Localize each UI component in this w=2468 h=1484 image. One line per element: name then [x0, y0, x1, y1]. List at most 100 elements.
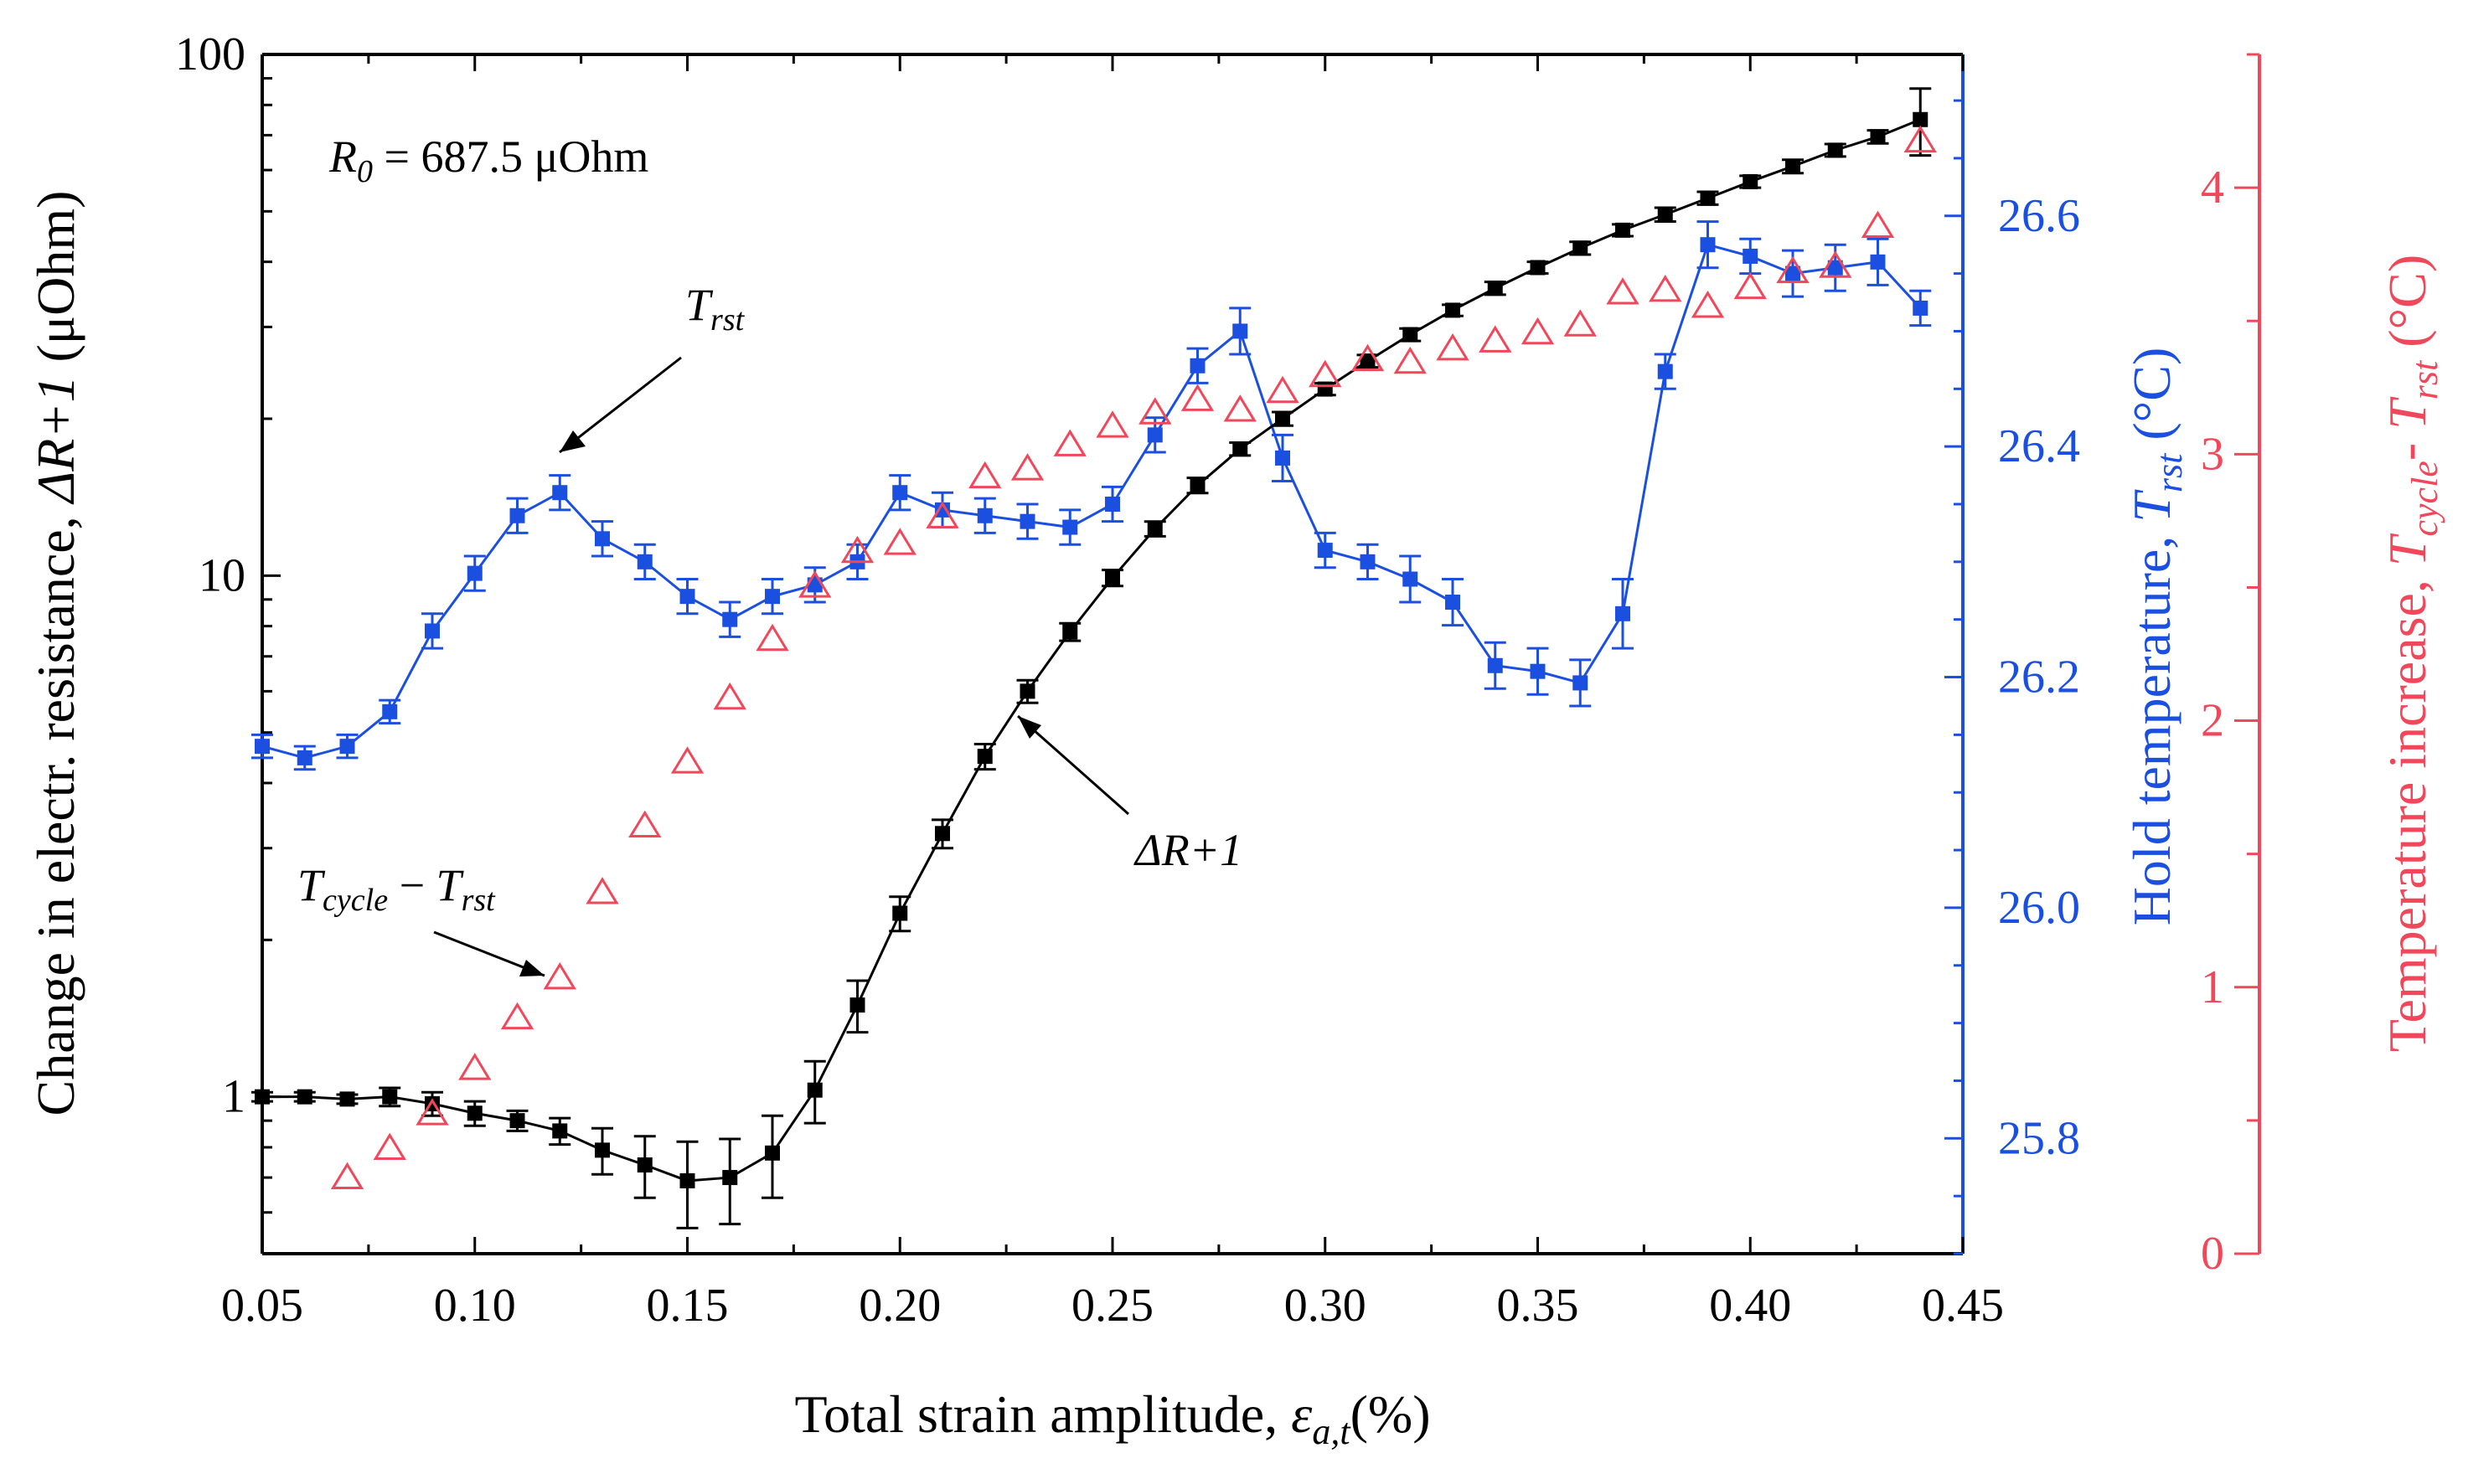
- trst-marker: [382, 703, 398, 719]
- dr-marker: [552, 1123, 568, 1139]
- ticks-layer: 0.05 0.10 0.15 0.20 0.25 0.30 0.35 0.40 0.451101…: [175, 28, 2259, 1332]
- trst-marker: [1190, 358, 1206, 374]
- trst-marker: [1275, 450, 1290, 466]
- dr-line: [262, 118, 1921, 1183]
- x-tick-label: 0.20: [859, 1280, 941, 1332]
- trst-marker: [425, 623, 440, 639]
- dr-marker: [722, 1170, 738, 1186]
- tdiff-marker: [1691, 291, 1725, 318]
- tdiff-marker: [926, 501, 959, 528]
- tdiff-marker: [500, 1002, 534, 1030]
- trst-marker: [255, 739, 270, 755]
- right-axis-2-label-prefix: Temperature increase,: [2378, 566, 2437, 1052]
- trst-marker: [892, 485, 908, 501]
- tdiff-marker: [713, 682, 746, 710]
- dr-marker: [1360, 353, 1376, 369]
- x-tick-label: 0.35: [1497, 1280, 1579, 1332]
- tdiff-sub-2: rst: [462, 883, 497, 918]
- tdiff-marker: [1266, 375, 1299, 404]
- left-tick-label: 100: [175, 28, 245, 80]
- x-tick-label: 0.30: [1284, 1280, 1366, 1332]
- tdiff-marker: [840, 535, 875, 564]
- dr-marker: [1062, 624, 1078, 640]
- left-tick-label: 1: [222, 1071, 245, 1123]
- right-axis-2-label: Temperature increase, Tcycle- Trst (°C): [2378, 255, 2445, 1052]
- series-layer: [251, 87, 1937, 1229]
- tdiff-marker: [968, 461, 1002, 489]
- dr-marker: [849, 997, 865, 1013]
- x-tick-label: 0.10: [434, 1280, 516, 1332]
- dr-marker: [1275, 410, 1290, 426]
- tdiff-marker: [458, 1053, 492, 1080]
- right-axis-2-label-sub-1: cycle: [2404, 461, 2445, 536]
- trst-marker: [1445, 595, 1460, 611]
- dr-marker: [1870, 129, 1886, 145]
- trst-marker: [1402, 571, 1418, 587]
- dr-marker: [1317, 381, 1333, 397]
- trst-line: [261, 243, 1922, 760]
- trst-annotation: Trst: [685, 280, 746, 338]
- right-axis-1-label-symbol: T: [2122, 489, 2181, 523]
- right-axis-1-label-sub: rst: [2149, 452, 2190, 492]
- x-axis-label: Total strain amplitude, εa,t(%): [794, 1384, 1430, 1452]
- tdiff-marker: [416, 1098, 449, 1126]
- tdiff-marker: [628, 810, 662, 837]
- dr-marker: [467, 1105, 483, 1121]
- dr-marker: [1105, 570, 1120, 586]
- tdiff-marker: [1053, 429, 1087, 456]
- x-axis-label-unit: (%): [1350, 1384, 1431, 1444]
- x-tick-label: 0.45: [1922, 1280, 2004, 1332]
- tdiff-arrowhead: [519, 960, 545, 976]
- x-tick-label: 0.25: [1071, 1280, 1154, 1332]
- x-axis-label-sub: a,t: [1312, 1411, 1351, 1452]
- trst-marker: [1360, 554, 1376, 569]
- tdiff-symbol-2: T: [436, 860, 465, 910]
- left-axis-label: Change in electr. resistance, ΔR+1 (μOhm…: [26, 191, 85, 1116]
- trst-marker: [297, 750, 312, 765]
- trst-marker: [552, 485, 568, 501]
- tdiff-marker: [1223, 394, 1257, 422]
- r0-symbol: R: [328, 131, 357, 182]
- trst-marker: [339, 739, 355, 755]
- trst-arrow: [559, 356, 682, 454]
- trst-marker: [1487, 657, 1503, 673]
- right-axis-2-label-sub-2: rst: [2404, 359, 2445, 399]
- dr-marker: [1402, 327, 1418, 343]
- tdiff-marker: [1096, 410, 1129, 438]
- right-axis-1-label: Hold temperature, Trst (°C): [2122, 348, 2190, 926]
- right-axis-1-label-unit: (°C): [2122, 348, 2181, 454]
- trst-marker: [595, 531, 610, 547]
- tdiff-marker: [883, 528, 916, 555]
- tdiff-marker: [1521, 317, 1555, 345]
- right-axis-2-label-unit: (°C): [2378, 255, 2437, 361]
- trst-marker: [1785, 265, 1800, 281]
- tdiff-marker: [330, 1162, 364, 1190]
- r0-annotation: R0 = 687.5 μOhm: [328, 131, 648, 189]
- tdiff-marker: [373, 1132, 406, 1161]
- left-axis-label-prefix: Change in electr. resistance,: [26, 502, 85, 1116]
- trst-marker: [1147, 427, 1163, 443]
- tdiff-marker: [1436, 332, 1469, 361]
- x-tick-label: 0.40: [1709, 1280, 1791, 1332]
- right-2-tick-label: 0: [2201, 1228, 2224, 1280]
- dr-marker: [297, 1089, 312, 1105]
- tdiff-annotation: Tcycle − Trst: [297, 860, 496, 918]
- trst-marker: [977, 508, 993, 523]
- dr-marker: [1190, 477, 1206, 493]
- r0-value: = 687.5 μOhm: [373, 131, 648, 182]
- dr-marker: [1743, 173, 1758, 189]
- dr-marker: [637, 1157, 653, 1173]
- tdiff-marker: [1733, 271, 1767, 300]
- trst-marker: [1317, 543, 1333, 559]
- tdiff-marker: [543, 961, 576, 990]
- right-1-tick-label: 26.4: [1998, 420, 2080, 472]
- tdiff-marker: [756, 623, 789, 652]
- trst-marker: [1743, 248, 1758, 264]
- tdiff-marker: [1606, 277, 1639, 305]
- dr-marker: [679, 1172, 695, 1188]
- trst-marker: [1572, 675, 1588, 691]
- trst-marker: [1062, 519, 1078, 535]
- tdiff-marker: [1010, 453, 1045, 481]
- dr-marker: [1445, 302, 1460, 318]
